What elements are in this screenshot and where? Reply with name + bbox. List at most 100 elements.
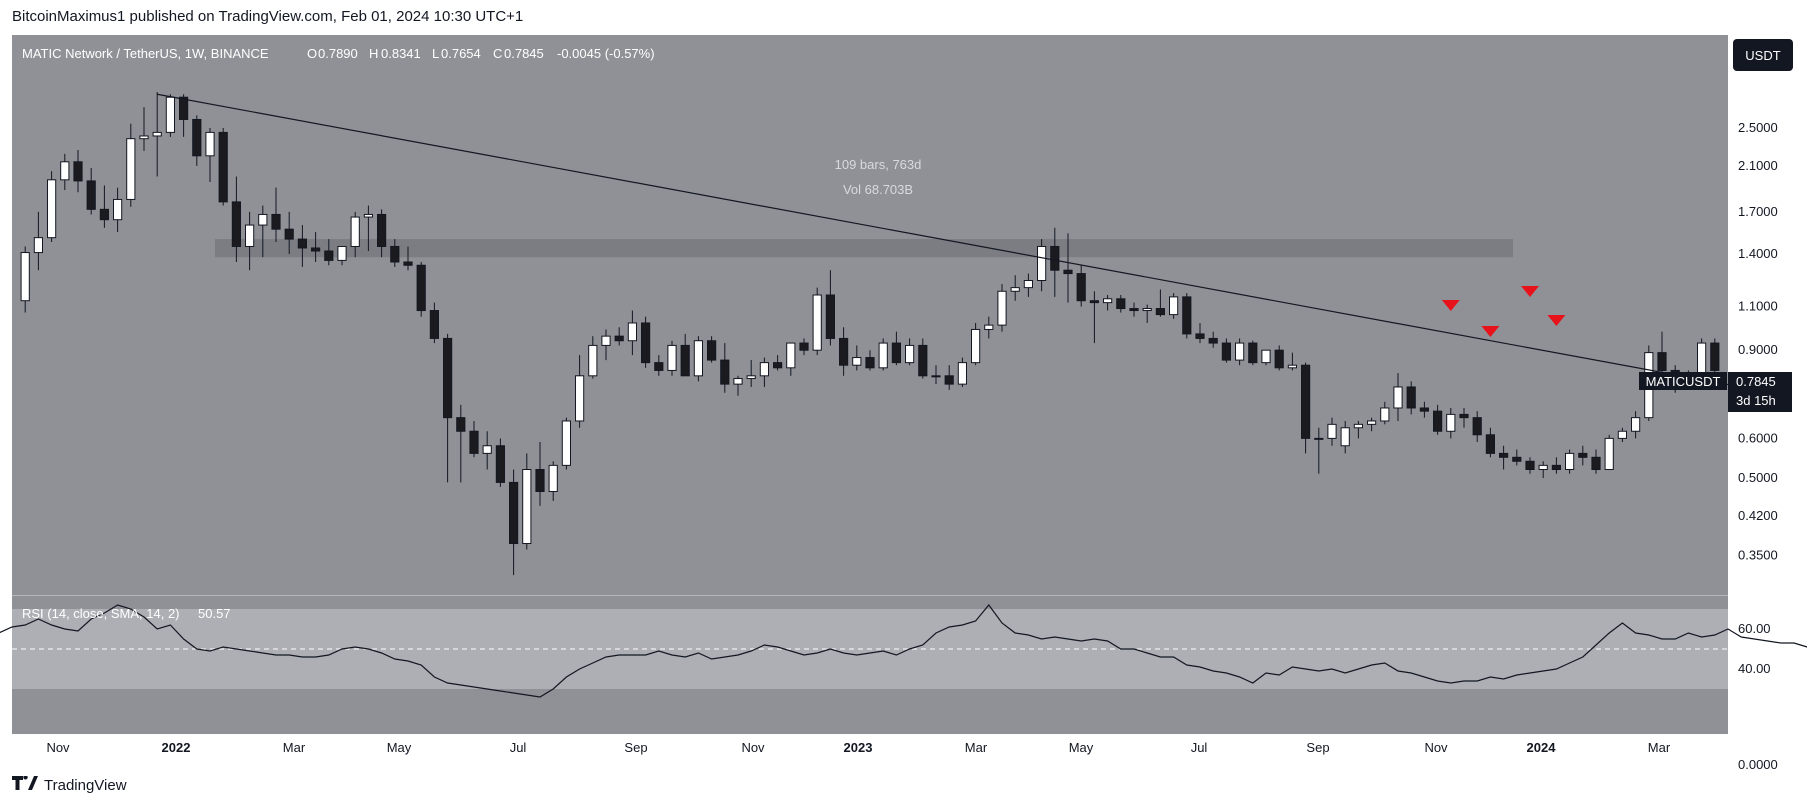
rsi-tick-label: 60.00 [1738, 621, 1771, 636]
candle-up [126, 138, 136, 200]
candle-down [429, 310, 439, 339]
candle-down [1116, 298, 1126, 310]
candle-up [905, 344, 915, 364]
candle-up [113, 198, 123, 221]
candle-up [746, 375, 756, 380]
candle-up [60, 161, 70, 181]
candle-up [1169, 296, 1179, 316]
currency-button[interactable] [1733, 39, 1793, 71]
candle-up [1446, 413, 1456, 432]
candle-down [1485, 434, 1495, 454]
candle-up [1142, 308, 1152, 312]
candle-up [350, 216, 360, 247]
candle-up [33, 237, 43, 254]
candle-down [1063, 269, 1073, 275]
bearish-marker [1481, 326, 1500, 337]
candle-down [1195, 333, 1205, 339]
candle-down [271, 213, 281, 230]
candle-down [1657, 352, 1667, 371]
candle-up [852, 357, 862, 366]
candle-up [152, 131, 162, 137]
last-price-value: 0.7845 [1736, 374, 1776, 389]
candle-up [1604, 437, 1614, 471]
price-pane[interactable] [12, 35, 1728, 595]
last-price-tag [1728, 372, 1792, 412]
candle-up [139, 135, 149, 140]
candle-down [654, 362, 664, 371]
time-tick-label: Mar [965, 740, 988, 755]
candle-down [390, 245, 400, 263]
price-tick-label: 1.1000 [1738, 299, 1778, 314]
bearish-marker [1521, 286, 1539, 297]
candle-down [99, 208, 109, 221]
candle-down [297, 238, 307, 249]
candle-up [1314, 437, 1324, 440]
candle-up [812, 294, 822, 351]
candle-up [971, 328, 981, 364]
candle-up [627, 322, 637, 342]
candle-up [258, 213, 268, 226]
candle-up [20, 252, 30, 302]
measure-bars: 109 bars, 763d [835, 157, 922, 172]
price-tick-label: 2.5000 [1738, 120, 1778, 135]
time-tick-label: 2024 [1527, 740, 1557, 755]
candle-up [1340, 427, 1350, 447]
candle-up [1023, 279, 1033, 289]
candle-down [377, 213, 387, 247]
candle-down [1406, 386, 1416, 409]
tradingview-logo-icon [12, 775, 38, 794]
candle-down [1578, 452, 1588, 458]
candle-up [1287, 364, 1297, 369]
price-tick-label: 0.5000 [1738, 470, 1778, 485]
candle-up [997, 290, 1007, 326]
candle-down [403, 261, 413, 266]
candle-down [231, 201, 241, 247]
candle-down [1551, 464, 1561, 471]
candle-down [865, 357, 875, 369]
candle-down [1433, 410, 1443, 432]
candle-down [1076, 273, 1086, 302]
candle-up [245, 224, 255, 247]
rsi-line [0, 604, 1807, 698]
bearish-marker [1547, 315, 1566, 326]
candle-down [1512, 456, 1522, 462]
time-tick-label: 2022 [162, 740, 191, 755]
candle-down [1089, 300, 1099, 304]
candle-up [1037, 245, 1047, 281]
candle-down [1248, 342, 1258, 364]
currency-button-label: USDT [1745, 48, 1780, 63]
candle-down [284, 228, 294, 240]
candle-down [891, 342, 901, 364]
candle-down [1419, 407, 1429, 412]
candle-up [878, 342, 888, 369]
bearish-marker [1441, 300, 1460, 311]
legend-o-label: O [307, 46, 317, 61]
price-tick-label: 1.7000 [1738, 204, 1778, 219]
price-tick-label: 0.4200 [1738, 508, 1778, 523]
candle-up [1353, 423, 1363, 429]
candle-down [1591, 456, 1601, 471]
candle-down [799, 342, 809, 351]
candle-down [509, 481, 519, 545]
candle-down [839, 337, 849, 366]
descending-trendline [157, 93, 1729, 386]
candle-down [311, 247, 321, 252]
candle-up [1538, 464, 1548, 471]
candle-down [179, 96, 189, 120]
rsi-legend-label: RSI (14, close, SMA, 14, 2) [22, 606, 180, 621]
candle-down [535, 469, 545, 492]
candle-down [1710, 342, 1720, 371]
candle-down [825, 294, 835, 339]
candle-down [192, 118, 202, 157]
legend-c-label: C [493, 46, 502, 61]
time-tick-label: May [387, 740, 412, 755]
candle-up [601, 335, 611, 346]
footer-brand: TradingView [44, 776, 127, 794]
legend-l-label: L [432, 46, 439, 61]
candle-up [548, 464, 558, 492]
candle-up [733, 378, 743, 385]
candle-down [456, 417, 466, 432]
candle-up [1235, 342, 1245, 361]
candle-down [1274, 349, 1284, 369]
